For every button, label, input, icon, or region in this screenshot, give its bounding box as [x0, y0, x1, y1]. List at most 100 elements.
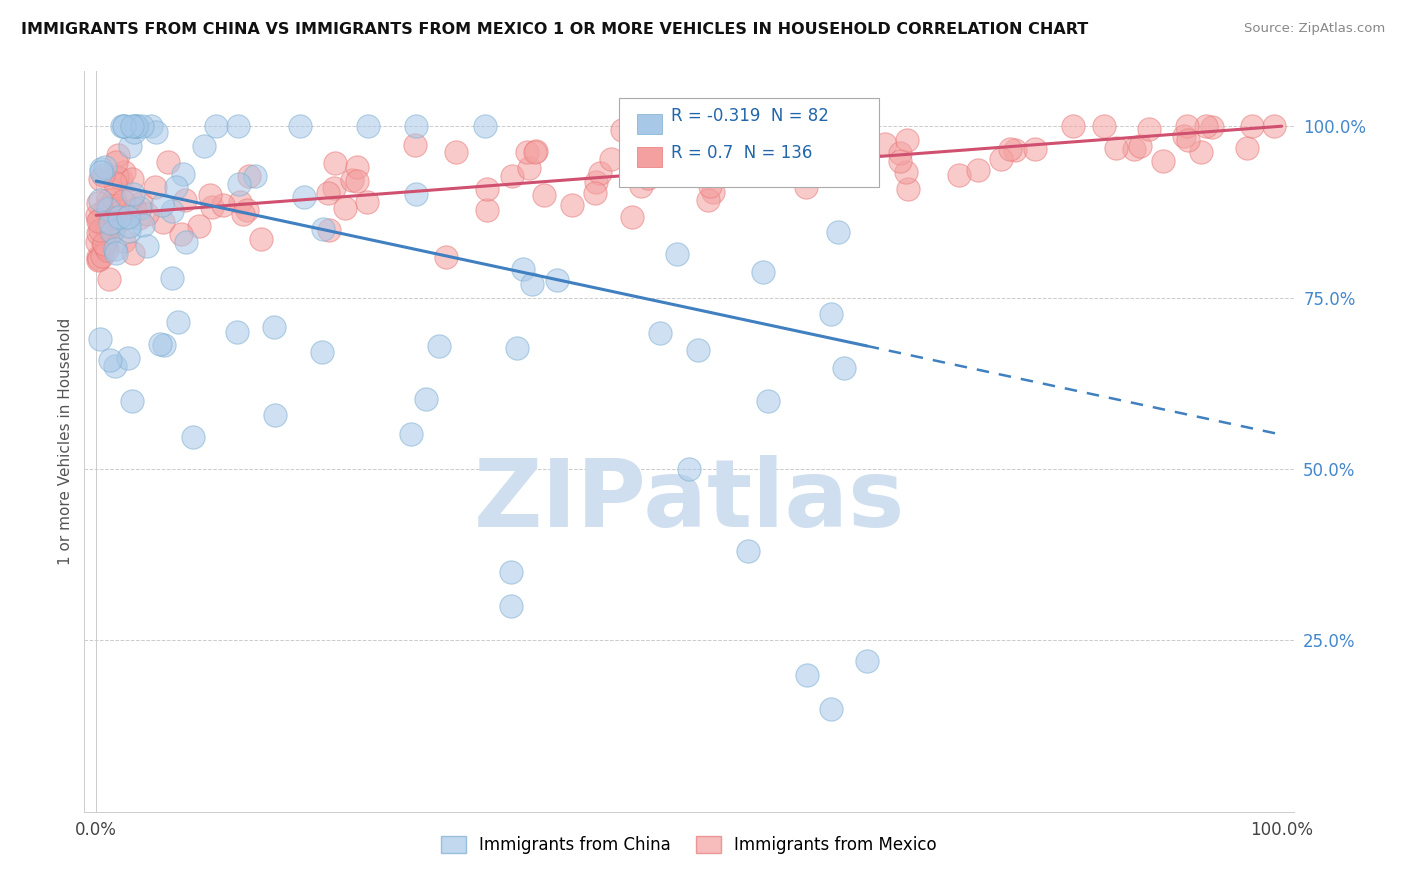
Point: [98, 199, 121, 213]
Point: [434, 250, 457, 264]
Point: [1173, 128, 1195, 143]
Point: [733, 164, 755, 178]
Point: [104, 154, 127, 169]
Point: [131, 119, 153, 133]
Point: [875, 136, 897, 151]
Point: [264, 409, 287, 423]
Point: [143, 180, 166, 194]
Point: [107, 148, 129, 162]
Point: [110, 204, 132, 219]
Point: [823, 159, 845, 173]
Point: [118, 219, 141, 233]
Point: [121, 172, 143, 186]
Point: [174, 194, 197, 208]
Point: [101, 223, 124, 237]
Point: [232, 207, 254, 221]
Point: [139, 119, 162, 133]
Text: ZIPatlas: ZIPatlas: [474, 455, 904, 547]
Point: [86, 208, 108, 222]
Point: [98, 272, 121, 286]
Point: [832, 360, 855, 375]
Point: [505, 342, 527, 356]
Point: [100, 352, 122, 367]
Point: [89, 223, 111, 237]
Point: [87, 212, 110, 227]
Point: [546, 273, 568, 287]
Point: [108, 201, 131, 215]
Point: [172, 167, 194, 181]
Point: [236, 203, 259, 218]
Point: [855, 654, 877, 668]
Point: [229, 194, 252, 209]
Point: [152, 214, 174, 228]
Point: [120, 139, 142, 153]
Point: [124, 202, 146, 217]
Point: [796, 180, 818, 194]
Point: [889, 154, 911, 169]
Point: [121, 394, 143, 409]
Point: [612, 123, 634, 137]
Point: [765, 149, 787, 163]
Point: [121, 186, 143, 201]
Point: [243, 169, 266, 183]
Point: [86, 252, 108, 267]
Point: [323, 156, 346, 170]
Point: [516, 145, 538, 159]
Point: [145, 125, 167, 139]
Point: [620, 210, 643, 224]
Point: [162, 271, 184, 285]
Point: [405, 187, 427, 202]
Point: [1177, 133, 1199, 147]
Point: [204, 119, 226, 133]
Point: [820, 702, 842, 716]
Point: [87, 226, 110, 240]
Point: [135, 239, 157, 253]
Point: [800, 146, 823, 161]
Point: [734, 149, 756, 163]
Point: [599, 152, 621, 166]
Point: [311, 345, 333, 359]
Point: [889, 145, 911, 160]
Point: [648, 326, 671, 341]
Point: [688, 343, 710, 357]
Point: [91, 168, 114, 182]
Point: [96, 240, 118, 254]
Point: [1175, 119, 1198, 133]
Point: [630, 178, 652, 193]
Point: [211, 197, 233, 211]
Point: [98, 216, 121, 230]
Point: [990, 152, 1012, 166]
Y-axis label: 1 or more Vehicles in Household: 1 or more Vehicles in Household: [58, 318, 73, 566]
Point: [346, 160, 368, 174]
Point: [561, 198, 583, 212]
Text: Source: ZipAtlas.com: Source: ZipAtlas.com: [1244, 22, 1385, 36]
Point: [174, 235, 197, 249]
Point: [103, 193, 125, 207]
Point: [1263, 119, 1285, 133]
Point: [678, 462, 700, 476]
Point: [316, 186, 339, 200]
Point: [1137, 122, 1160, 136]
Point: [96, 243, 118, 257]
Point: [124, 119, 146, 133]
Point: [290, 119, 312, 133]
Point: [1201, 120, 1223, 135]
Point: [136, 207, 159, 221]
Point: [399, 426, 422, 441]
Point: [583, 186, 606, 200]
Point: [897, 182, 920, 196]
Point: [415, 392, 437, 407]
Point: [896, 133, 918, 147]
Point: [311, 222, 333, 236]
Point: [125, 119, 148, 133]
Point: [188, 219, 211, 234]
Point: [523, 145, 546, 159]
Point: [104, 243, 127, 257]
Point: [966, 162, 988, 177]
Point: [118, 224, 141, 238]
Point: [474, 119, 496, 133]
Point: [323, 180, 346, 194]
Point: [170, 227, 193, 241]
Point: [756, 394, 779, 409]
Point: [238, 169, 260, 183]
